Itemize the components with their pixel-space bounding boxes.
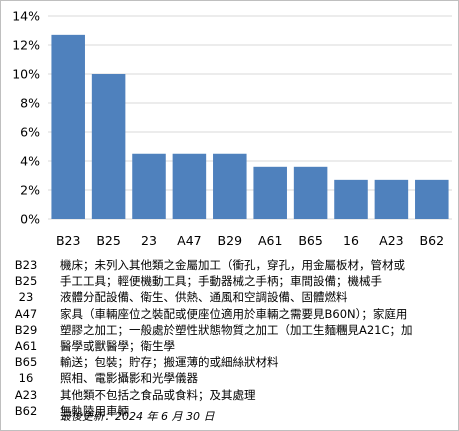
legend-desc: 塑膠之加工；一般處於塑性狀態物質之加工（加工生麵糰見A21C；加: [60, 322, 413, 337]
legend-code: B23: [14, 258, 38, 272]
y-axis-ticks: 0% 2% 4% 6% 8% 10% 12% 14%: [12, 9, 40, 227]
legend-row: B29 塑膠之加工；一般處於塑性狀態物質之加工（加工生麵糰見A21C；加: [0, 322, 459, 338]
y-tick-label: 12%: [12, 38, 40, 53]
bar-16: [334, 179, 368, 219]
x-tick-label: A23: [379, 233, 403, 248]
legend-code: B62: [14, 403, 38, 418]
bar-B62: [415, 179, 449, 219]
legend-desc: 家具（車輛座位之裝配或便座位適用於車輛之需要見B60N）；家庭用: [60, 306, 408, 321]
legend-row: B62 無軌陸用車輛: [0, 403, 459, 419]
legend-desc: 照相、電影攝影和光學儀器: [60, 371, 198, 386]
legend-row: B25 手工工具；輕便機動工具；手動器械之手柄；車間設備；機械手: [0, 273, 459, 289]
x-tick-label: B23: [56, 233, 80, 248]
x-tick-label: A61: [258, 233, 282, 248]
legend-code: B25: [14, 274, 38, 289]
y-tick-label: 8%: [20, 96, 40, 111]
legend-row: B23 機床；未列入其他類之金屬加工（衝孔，穿孔，用金屬板材，管材或: [0, 257, 459, 273]
y-tick-label: 2%: [20, 183, 40, 198]
legend-desc: 液體分配設備、衛生、供熱、通風和空調設備、固體燃料: [60, 290, 348, 305]
legend-desc: 其他類不包括之食品或食料；及其處理: [60, 387, 256, 402]
legend-row: 23 液體分配設備、衛生、供熱、通風和空調設備、固體燃料: [0, 289, 459, 305]
legend-code: 23: [18, 290, 34, 305]
bar-B65: [293, 166, 328, 219]
legend-row: 16 照相、電影攝影和光學儀器: [0, 370, 459, 386]
x-tick-label: A47: [177, 233, 201, 248]
bar-A47: [172, 153, 207, 219]
legend-code: B65: [14, 355, 38, 370]
bars: [51, 34, 449, 219]
bar-A23: [374, 179, 409, 219]
x-tick-label: 16: [343, 233, 359, 248]
bar-B29: [213, 153, 247, 219]
x-axis-ticks: B23 B25 23 A47 B29 A61 B65 16 A23 B62: [56, 233, 444, 248]
legend-row: A47 家具（車輛座位之裝配或便座位適用於車輛之需要見B60N）；家庭用: [0, 306, 459, 322]
legend-row: B65 輸送；包裝；貯存；搬運薄的或細絲狀材料: [0, 354, 459, 370]
legend-code: A23: [14, 387, 38, 402]
bar-B23: [51, 34, 85, 219]
y-tick-label: 14%: [12, 9, 40, 24]
legend-desc: 輸送；包裝；貯存；搬運薄的或細絲狀材料: [60, 355, 279, 370]
y-tick-label: 6%: [20, 125, 40, 140]
legend-desc: 無軌陸用車輛: [60, 403, 129, 418]
legend-desc: 機床；未列入其他類之金屬加工（衝孔，穿孔，用金屬板材，管材或: [60, 258, 405, 272]
y-tick-label: 0%: [20, 212, 40, 227]
legend-desc: 手工工具；輕便機動工具；手動器械之手柄；車間設備；機械手: [60, 274, 382, 289]
bar-B25: [91, 74, 126, 219]
bar-chart: 0% 2% 4% 6% 8% 10% 12% 14% B23 B25 23 A47 B29 A61 B65…: [12, 9, 452, 248]
x-tick-label: B65: [298, 233, 322, 248]
x-tick-label: B25: [96, 233, 120, 248]
y-tick-label: 10%: [12, 67, 40, 82]
category-legend: B23 機床；未列入其他類之金屬加工（衝孔，穿孔，用金屬板材，管材或 B25 手工工…: [0, 257, 459, 419]
x-tick-label: B62: [420, 233, 444, 248]
bar-A61: [253, 166, 287, 219]
legend-code: A61: [14, 338, 38, 353]
x-tick-label: B29: [218, 233, 243, 248]
legend-desc: 醫學或獸醫學；衛生學: [60, 338, 175, 353]
last-updated: 最後更新：2024 年 6 月 30 日: [60, 410, 215, 423]
y-tick-label: 4%: [20, 154, 40, 169]
legend-row: A61 醫學或獸醫學；衛生學: [0, 338, 459, 354]
bar-23: [132, 153, 166, 219]
x-tick-label: 23: [141, 233, 157, 248]
legend-code: 16: [18, 371, 34, 386]
legend-row: A23 其他類不包括之食品或食料；及其處理: [0, 387, 459, 403]
legend-code: B29: [14, 322, 38, 337]
legend-code: A47: [14, 306, 38, 321]
